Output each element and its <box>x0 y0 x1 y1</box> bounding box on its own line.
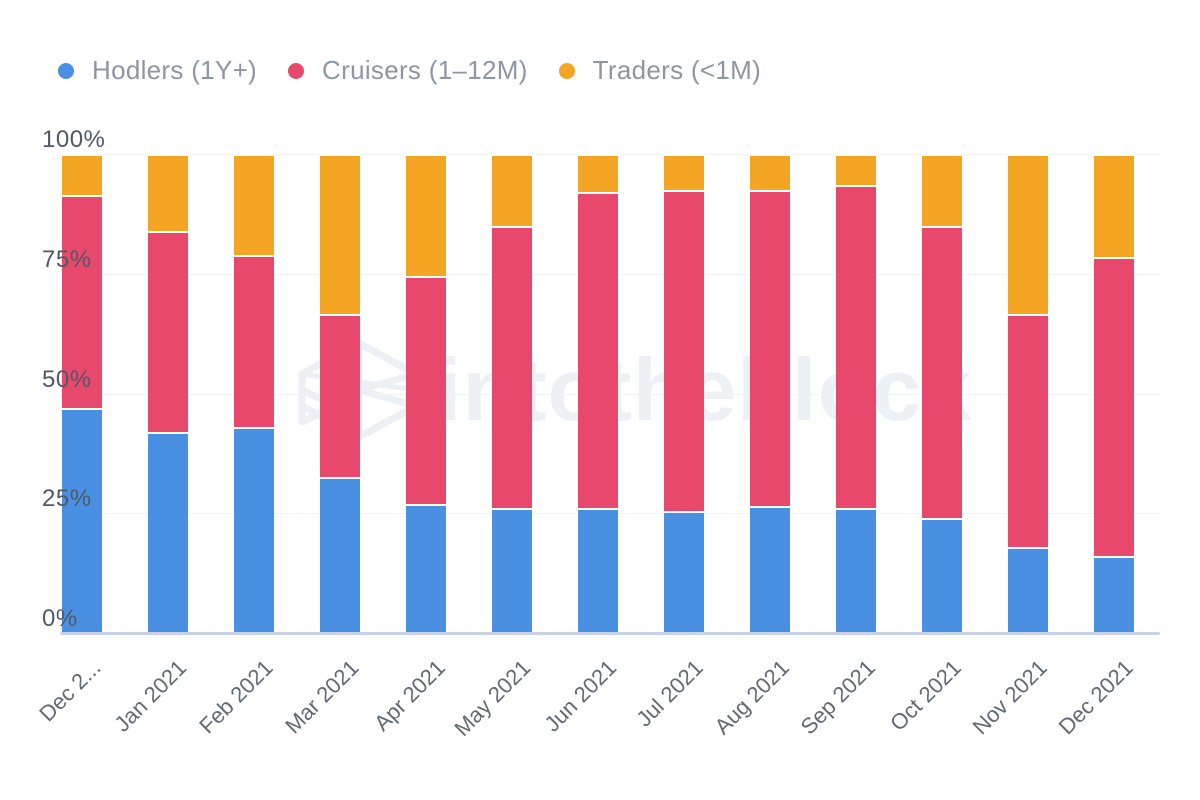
bar-segment-traders[interactable] <box>234 154 274 255</box>
bar-segment-cruisers[interactable] <box>664 189 704 511</box>
bar-segment-hodlers[interactable] <box>148 431 188 633</box>
bar-segment-traders[interactable] <box>492 154 532 226</box>
bar-segment-hodlers[interactable] <box>234 427 274 633</box>
bar-aug-2021[interactable] <box>750 154 790 633</box>
bar-segment-traders[interactable] <box>578 154 618 193</box>
chart-legend: Hodlers (1Y+) Cruisers (1–12M) Traders (… <box>58 55 761 86</box>
bar-segment-hodlers[interactable] <box>922 518 962 633</box>
bar-segment-traders[interactable] <box>1094 154 1134 257</box>
bar-feb-2021[interactable] <box>234 154 274 633</box>
x-tick-label-jan-2021: Jan 2021 <box>109 655 192 737</box>
bar-may-2021[interactable] <box>492 154 532 633</box>
bar-segment-hodlers[interactable] <box>664 510 704 633</box>
x-tick-label-oct-2021: Oct 2021 <box>884 655 966 736</box>
x-tick-label-dec-2021: Dec 2021 <box>1053 655 1138 740</box>
bar-segment-hodlers[interactable] <box>406 503 446 633</box>
bar-segment-cruisers[interactable] <box>922 225 962 519</box>
x-tick-label-may-2021: May 2021 <box>449 655 536 742</box>
x-tick-label-dec-2: Dec 2... <box>34 655 106 727</box>
bar-segment-hodlers[interactable] <box>492 508 532 633</box>
x-tick-label-jul-2021: Jul 2021 <box>631 655 708 732</box>
x-axis-line <box>60 632 1160 635</box>
bar-segment-cruisers[interactable] <box>1008 314 1048 547</box>
bar-mar-2021[interactable] <box>320 154 360 633</box>
bar-segment-cruisers[interactable] <box>578 192 618 509</box>
legend-label-cruisers: Cruisers (1–12M) <box>322 55 528 85</box>
y-tick-label-50: 50% <box>42 366 92 393</box>
bar-segment-traders[interactable] <box>922 154 962 226</box>
bar-segment-hodlers[interactable] <box>836 508 876 633</box>
x-tick-label-apr-2021: Apr 2021 <box>368 655 450 736</box>
bar-segment-cruisers[interactable] <box>234 254 274 428</box>
bar-segment-cruisers[interactable] <box>492 225 532 509</box>
bar-oct-2021[interactable] <box>922 154 962 633</box>
bar-jul-2021[interactable] <box>664 154 704 633</box>
legend-label-traders: Traders (<1M) <box>592 55 762 85</box>
x-tick-label-feb-2021: Feb 2021 <box>194 655 278 739</box>
bar-segment-hodlers[interactable] <box>320 477 360 633</box>
bar-nov-2021[interactable] <box>1008 154 1048 633</box>
bar-jun-2021[interactable] <box>578 154 618 633</box>
hodlers-dot-icon <box>58 62 74 79</box>
bar-segment-cruisers[interactable] <box>406 276 446 504</box>
bar-segment-traders[interactable] <box>1008 154 1048 315</box>
bar-segment-traders[interactable] <box>664 154 704 190</box>
bar-segment-cruisers[interactable] <box>1094 256 1134 557</box>
bar-jan-2021[interactable] <box>148 154 188 633</box>
traders-dot-icon <box>558 62 575 79</box>
legend-item-traders[interactable]: Traders (<1M) <box>558 55 762 86</box>
bar-segment-traders[interactable] <box>62 154 102 195</box>
bar-dec-2[interactable] <box>62 154 102 633</box>
y-tick-label-0: 0% <box>42 605 78 632</box>
bar-segment-cruisers[interactable] <box>320 314 360 478</box>
y-tick-label-100: 100% <box>42 126 106 153</box>
bar-segment-hodlers[interactable] <box>62 407 102 633</box>
bar-segment-hodlers[interactable] <box>578 508 618 633</box>
bar-segment-cruisers[interactable] <box>836 185 876 509</box>
bar-segment-traders[interactable] <box>750 154 790 190</box>
x-tick-label-nov-2021: Nov 2021 <box>967 655 1052 740</box>
bar-apr-2021[interactable] <box>406 154 446 633</box>
bar-segment-traders[interactable] <box>320 154 360 315</box>
x-tick-label-sep-2021: Sep 2021 <box>795 655 880 740</box>
legend-label-hodlers: Hodlers (1Y+) <box>92 55 258 85</box>
bar-segment-traders[interactable] <box>836 154 876 186</box>
x-tick-label-mar-2021: Mar 2021 <box>280 655 364 739</box>
bar-segment-traders[interactable] <box>406 154 446 277</box>
legend-item-cruisers[interactable]: Cruisers (1–12M) <box>288 55 528 86</box>
cruisers-dot-icon <box>288 62 305 79</box>
x-tick-label-aug-2021: Aug 2021 <box>709 655 794 740</box>
bar-sep-2021[interactable] <box>836 154 876 633</box>
y-tick-label-75: 75% <box>42 246 92 273</box>
bar-segment-cruisers[interactable] <box>750 189 790 507</box>
bar-segment-cruisers[interactable] <box>62 194 102 408</box>
bar-segment-hodlers[interactable] <box>750 506 790 633</box>
bar-segment-traders[interactable] <box>148 154 188 231</box>
legend-item-hodlers[interactable]: Hodlers (1Y+) <box>58 55 257 86</box>
x-tick-label-jun-2021: Jun 2021 <box>539 655 622 737</box>
bar-segment-hodlers[interactable] <box>1094 556 1134 633</box>
bar-segment-hodlers[interactable] <box>1008 546 1048 633</box>
bar-segment-cruisers[interactable] <box>148 230 188 432</box>
bar-dec-2021[interactable] <box>1094 154 1134 633</box>
y-tick-label-25: 25% <box>42 485 92 512</box>
